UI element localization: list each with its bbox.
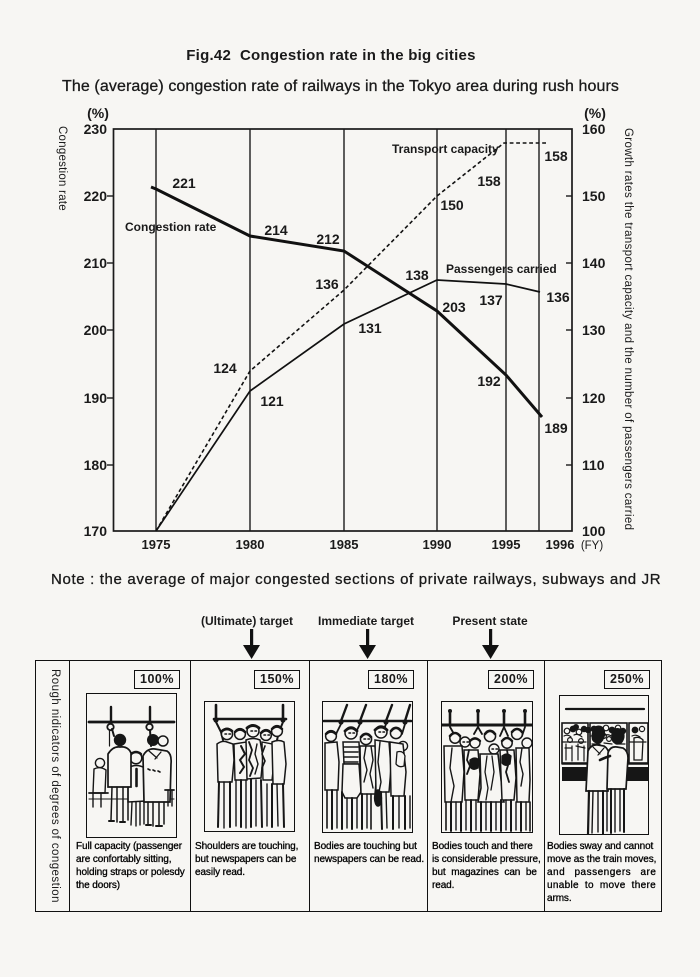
svg-text:Growth rates the transport cap: Growth rates the transport capacity and … [622,128,634,530]
svg-text:140: 140 [582,255,606,271]
svg-text:190: 190 [84,390,108,406]
svg-text:(FY): (FY) [581,540,604,552]
svg-text:137: 137 [479,292,503,308]
svg-text:189: 189 [544,420,568,436]
svg-text:100: 100 [582,523,606,539]
svg-text:1980: 1980 [236,537,265,552]
svg-text:150: 150 [582,188,606,204]
svg-text:121: 121 [260,393,284,409]
svg-text:138: 138 [405,267,429,283]
svg-text:Congestion rate: Congestion rate [125,220,217,234]
svg-text:131: 131 [358,320,382,336]
svg-text:230: 230 [84,121,108,137]
svg-text:192: 192 [477,373,501,389]
svg-text:221: 221 [172,175,196,191]
svg-text:200: 200 [84,322,108,338]
svg-text:110: 110 [582,457,605,473]
svg-text:Congestion rate: Congestion rate [56,126,68,211]
svg-text:203: 203 [442,299,466,315]
svg-text:(Ultimate) target: (Ultimate) target [201,614,293,628]
svg-text:1985: 1985 [330,537,359,552]
svg-text:220: 220 [84,188,108,204]
svg-text:(%): (%) [87,105,109,121]
svg-text:170: 170 [84,523,108,539]
svg-text:210: 210 [84,255,108,271]
svg-text:158: 158 [477,173,501,189]
svg-text:1996: 1996 [546,537,575,552]
svg-text:214: 214 [264,222,288,238]
svg-text:1990: 1990 [423,537,452,552]
svg-text:158: 158 [544,148,568,164]
svg-text:Present state: Present state [452,614,528,628]
svg-text:136: 136 [315,276,339,292]
svg-text:Immediate target: Immediate target [318,614,414,628]
svg-text:(%): (%) [584,105,606,121]
svg-text:136: 136 [546,289,570,305]
svg-text:Passengers carried: Passengers carried [446,262,557,276]
svg-text:124: 124 [213,360,237,376]
svg-text:130: 130 [582,322,606,338]
svg-text:Transport capacity: Transport capacity [392,142,499,156]
svg-text:180: 180 [84,457,108,473]
svg-text:120: 120 [582,390,606,406]
svg-text:1995: 1995 [492,537,521,552]
svg-text:1975: 1975 [142,537,171,552]
svg-text:150: 150 [440,197,464,213]
svg-text:212: 212 [316,231,340,247]
svg-text:160: 160 [582,121,606,137]
